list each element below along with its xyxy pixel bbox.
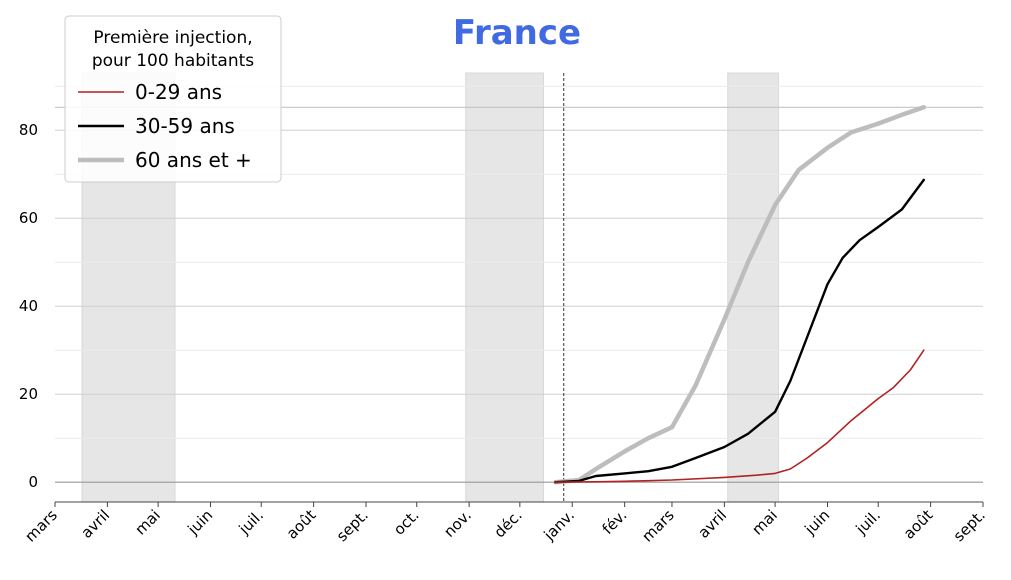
x-tick-label: avril	[77, 506, 113, 542]
x-tick-label: janv.	[540, 506, 578, 544]
shaded-period-2	[465, 72, 545, 503]
x-tick-label: déc.	[490, 506, 525, 541]
y-tick-labels: 0 20 40 60 80	[19, 121, 38, 491]
series-line-3	[553, 105, 927, 485]
x-tick-label: fév.	[599, 506, 631, 538]
legend-items: 0-29 ans 30-59 ans 60 ans et +	[78, 80, 252, 172]
legend-title: Première injection, pour 100 habitants	[92, 28, 254, 71]
legend-label-3: 60 ans et +	[135, 148, 252, 172]
x-tick-label: juin	[184, 506, 217, 539]
x-tick-label: sept.	[333, 506, 372, 545]
legend-title-line: Première injection,	[93, 28, 252, 48]
legend-label-1: 0-29 ans	[135, 80, 222, 104]
series-line-1	[554, 349, 925, 483]
x-tick-label: juil.	[852, 506, 884, 538]
chart-title: France	[453, 13, 581, 53]
x-tick-label: mai	[748, 506, 781, 539]
legend-title-line: pour 100 habitants	[92, 51, 254, 71]
x-tick-label: août	[283, 506, 320, 543]
legend-box	[64, 15, 282, 183]
grid-lines	[55, 85, 983, 439]
x-tick-label: nov.	[440, 506, 475, 541]
x-tick-label: oct.	[390, 506, 423, 539]
x-tick-label: juil.	[235, 506, 267, 538]
x-tick-label: mai	[131, 506, 164, 539]
y-tick-label: 80	[19, 121, 38, 139]
legend-label-2: 30-59 ans	[135, 114, 235, 138]
series-lines	[553, 105, 927, 485]
x-tick-label: avril	[694, 506, 730, 542]
x-tick-label: août	[900, 506, 937, 543]
x-tick-label: mars	[638, 506, 678, 546]
series-line-2	[554, 178, 925, 484]
x-tick-label: sept.	[950, 506, 989, 545]
x-tick-label: juin	[801, 506, 834, 539]
y-tick-label: 0	[28, 473, 38, 491]
x-tick-label: mars	[21, 506, 61, 546]
y-tick-label: 20	[19, 385, 38, 403]
axes	[54, 501, 984, 507]
x-tick-labels: mars avril mai juin juil. août sept. oct. nov. dé…	[21, 506, 988, 546]
y-tick-label: 40	[19, 297, 38, 315]
legend: Première injection, pour 100 habitants 0-…	[64, 15, 282, 183]
y-tick-label: 60	[19, 209, 38, 227]
